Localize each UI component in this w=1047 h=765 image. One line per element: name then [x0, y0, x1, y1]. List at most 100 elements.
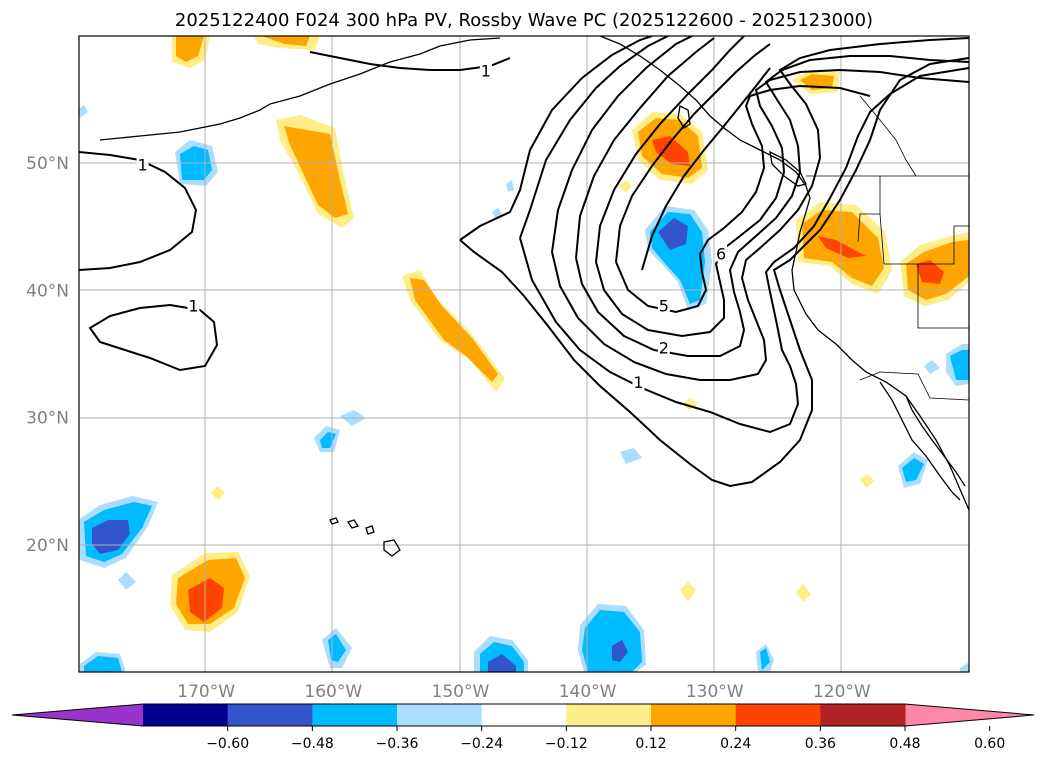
colorbar-tick-label: −0.48	[291, 736, 334, 752]
anomaly-negative	[620, 448, 642, 464]
latitude-labels: 50°N 40°N 30°N 20°N	[26, 154, 69, 556]
contour-label: 1	[633, 373, 643, 392]
border-bc-alberta	[859, 95, 917, 177]
lat-label: 30°N	[26, 409, 69, 429]
coastline-aleutians	[99, 103, 271, 141]
map-frame	[78, 35, 970, 673]
contour-label-bg	[187, 296, 200, 314]
anomaly-negative	[79, 105, 88, 118]
lon-label: 140°W	[559, 682, 617, 702]
contour-label-bg	[657, 296, 670, 314]
anomaly-positive	[188, 578, 224, 622]
pv-contours	[79, 36, 969, 488]
anomaly-positive	[860, 474, 874, 488]
coastline-gulf-alaska	[599, 36, 811, 213]
longitude-labels: 170°W 160°W 150°W 140°W 130°W 120°W	[177, 682, 871, 702]
colorbar-tick-label: 0.48	[889, 736, 920, 752]
anomaly-negative	[950, 350, 969, 380]
contour-label: 1	[481, 61, 491, 80]
anomaly-positive	[211, 486, 225, 500]
colorbar-segment	[566, 704, 652, 726]
lon-label: 160°W	[304, 682, 362, 702]
contour-1-west	[79, 151, 198, 271]
gridlines	[79, 36, 969, 672]
anomaly-positive	[680, 582, 696, 602]
colorbar-segment	[651, 704, 737, 726]
coastline-vancouver-island	[769, 150, 807, 187]
colorbar-segment	[227, 704, 313, 726]
contour-label-bg	[479, 61, 492, 79]
anomaly-positive	[176, 36, 204, 62]
anomaly-positive	[796, 584, 811, 602]
colorbar-segment	[735, 704, 821, 726]
colorbar-tick-label: 0.60	[974, 736, 1005, 752]
contour-label: 2	[659, 339, 669, 358]
colorbar: −0.60 −0.48 −0.36 −0.24 −0.12 0.12 0.24 0.36 0.4…	[11, 703, 1035, 752]
anomaly-negative	[488, 654, 516, 672]
borders	[806, 95, 969, 401]
colorbar-outline	[11, 703, 1035, 727]
anomaly-positive	[262, 36, 310, 46]
anomaly-negative	[84, 656, 122, 672]
contour-2	[519, 36, 969, 434]
colorbar-tick-label: −0.36	[376, 736, 419, 752]
contour-label: 5	[659, 297, 669, 316]
coastline-alaska	[269, 37, 501, 105]
contour-1-main	[459, 36, 969, 488]
colorbar-tick-label: −0.24	[460, 736, 503, 752]
lat-label: 40°N	[26, 281, 69, 301]
border-state-lines	[857, 176, 969, 401]
lon-label: 170°W	[177, 682, 235, 702]
anomaly-negative	[902, 458, 924, 482]
anomaly-negative	[658, 218, 688, 250]
contour-label-bg	[715, 244, 728, 262]
colorbar-tick-label: 0.36	[805, 736, 836, 752]
colorbar-segment	[481, 704, 567, 726]
contour-label: 6	[716, 245, 726, 264]
lat-label: 50°N	[26, 154, 69, 174]
contour-5	[595, 36, 969, 338]
anomaly-positive	[818, 236, 866, 258]
colorbar-tick-label: 0.12	[635, 736, 666, 752]
anomaly-negative	[492, 208, 502, 220]
anomaly-positive	[619, 180, 632, 193]
coastline-haida-gwaii	[677, 105, 691, 129]
anomaly-negative	[612, 640, 628, 662]
colorbar-segment	[397, 704, 483, 726]
contour-label: 1	[137, 155, 147, 174]
anomaly-negative	[506, 180, 514, 192]
colorbar-extend-high	[905, 704, 1034, 726]
contour-6	[615, 43, 871, 314]
coastline-north-america-west	[791, 211, 969, 511]
contour-label-bg	[632, 372, 645, 390]
anomaly-negative	[960, 662, 969, 672]
colorbar-segment	[143, 704, 229, 726]
coastlines	[99, 36, 969, 557]
lat-label: 20°N	[26, 536, 69, 556]
colorbar-extend-low	[12, 704, 143, 726]
anomaly-positive	[916, 260, 944, 284]
colorbar-tick-label: 0.24	[720, 736, 751, 752]
anomaly-positive	[410, 278, 498, 382]
coastline-baja	[879, 381, 961, 501]
contour-label-bg	[657, 338, 670, 356]
anomaly-negative	[760, 648, 770, 670]
coastline-gulf-of-california	[905, 395, 966, 487]
contour-label: 1	[188, 297, 198, 316]
coastline-hawaii	[329, 517, 401, 557]
anomaly-positive	[652, 136, 690, 166]
figure-title: 2025122400 F024 300 hPa PV, Rossby Wave …	[175, 10, 873, 31]
contour-3	[551, 36, 969, 381]
lon-label: 150°W	[432, 682, 490, 702]
contour-label-bg	[136, 155, 149, 173]
lon-label: 130°W	[686, 682, 744, 702]
anomaly-negative	[924, 360, 940, 374]
colorbar-tick-label: −0.12	[545, 736, 588, 752]
colorbar-segment	[820, 704, 906, 726]
lon-label: 120°W	[813, 682, 871, 702]
contour-1-closed	[88, 303, 219, 372]
contour-7	[641, 67, 771, 271]
